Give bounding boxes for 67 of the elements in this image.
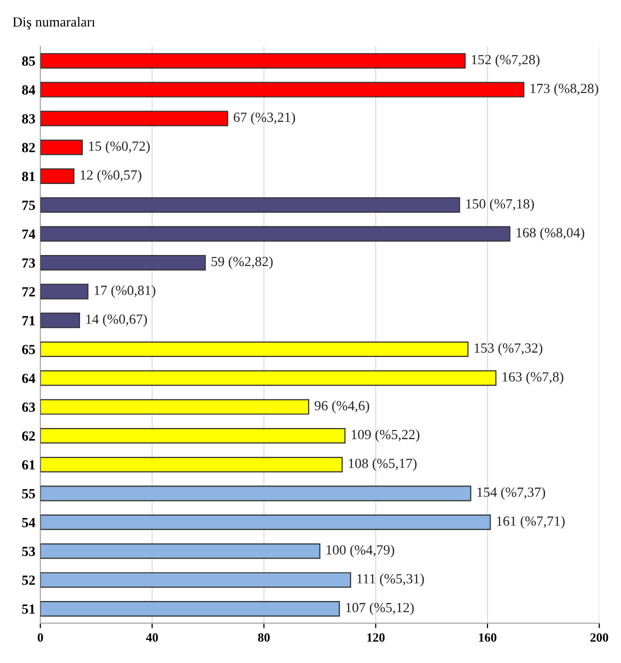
bar <box>40 428 346 444</box>
y-tick-label: 82 <box>22 142 35 152</box>
bar <box>40 399 310 415</box>
y-tick-label: 62 <box>22 431 35 441</box>
y-tick-label: 85 <box>22 56 35 66</box>
data-label: 96 (%4,6) <box>314 400 370 414</box>
bar <box>40 514 491 530</box>
data-label: 108 (%5,17) <box>348 458 417 471</box>
data-label: 59 (%2,82) <box>212 256 273 270</box>
bar <box>40 486 472 502</box>
y-tick-label: 74 <box>22 230 36 239</box>
y-tick-label: 84 <box>22 85 36 95</box>
x-tick-label: 0 <box>38 633 44 642</box>
y-tick-label: 65 <box>22 344 35 354</box>
data-label: 12 (%0,57) <box>80 170 142 182</box>
data-label: 107 (%5,12) <box>346 602 414 616</box>
bar <box>40 168 74 184</box>
y-tick-label: 73 <box>22 258 36 268</box>
y-tick-label: 71 <box>22 316 35 326</box>
data-label: 150 (%7,18) <box>466 198 534 212</box>
y-tick-label: 51 <box>22 604 35 614</box>
bar <box>40 572 352 588</box>
data-label: 111 (%5,31) <box>357 574 424 586</box>
bar <box>40 226 510 242</box>
y-tick-label: 53 <box>22 546 36 556</box>
data-label: 14 (%0,67) <box>86 314 147 327</box>
y-tick-label: 64 <box>22 374 36 384</box>
y-tick-label: 52 <box>22 576 35 585</box>
data-label: 173 (%8,28) <box>530 83 598 96</box>
bar <box>40 110 228 126</box>
y-tick-label: 72 <box>22 287 35 296</box>
y-tick-label: 61 <box>22 460 35 470</box>
data-label: 67 (%3,21) <box>234 112 296 125</box>
bar <box>40 341 468 357</box>
y-tick-label: 55 <box>22 489 35 498</box>
bar <box>40 140 83 156</box>
x-tick-label: 200 <box>590 633 608 642</box>
y-tick-label: 81 <box>22 172 35 182</box>
x-tick-label: 160 <box>479 633 496 642</box>
bar <box>40 370 496 386</box>
x-tick-label: 80 <box>258 633 270 642</box>
bar <box>40 601 340 617</box>
data-label: 154 (%7,37) <box>477 487 546 500</box>
data-label: 153 (%7,32) <box>474 342 542 356</box>
data-label: 17 (%0,81) <box>94 285 156 298</box>
y-tick-label: 75 <box>22 200 35 210</box>
bar <box>40 284 88 300</box>
bar <box>40 312 80 328</box>
bar <box>40 254 206 270</box>
data-label: 163 (%7,8) <box>502 372 564 384</box>
x-tick-label: 40 <box>146 633 158 642</box>
bar <box>40 456 343 472</box>
data-label: 161 (%7,71) <box>497 516 565 529</box>
bar <box>40 543 320 559</box>
data-label: 168 (%8,04) <box>516 228 584 240</box>
y-tick-label: 83 <box>22 114 36 124</box>
data-label: 15 (%0,72) <box>89 141 150 154</box>
chart-title: Diş numaraları <box>12 16 96 30</box>
data-label: 152 (%7,28) <box>472 54 540 68</box>
x-tick-label: 120 <box>367 633 385 642</box>
data-label: 109 (%5,22) <box>352 429 420 442</box>
bar <box>40 53 466 69</box>
bar <box>40 197 460 213</box>
bar <box>40 82 524 98</box>
y-tick-label: 54 <box>22 518 36 528</box>
y-tick-label: 63 <box>22 402 36 412</box>
data-label: 100 (%4,79) <box>326 544 394 558</box>
